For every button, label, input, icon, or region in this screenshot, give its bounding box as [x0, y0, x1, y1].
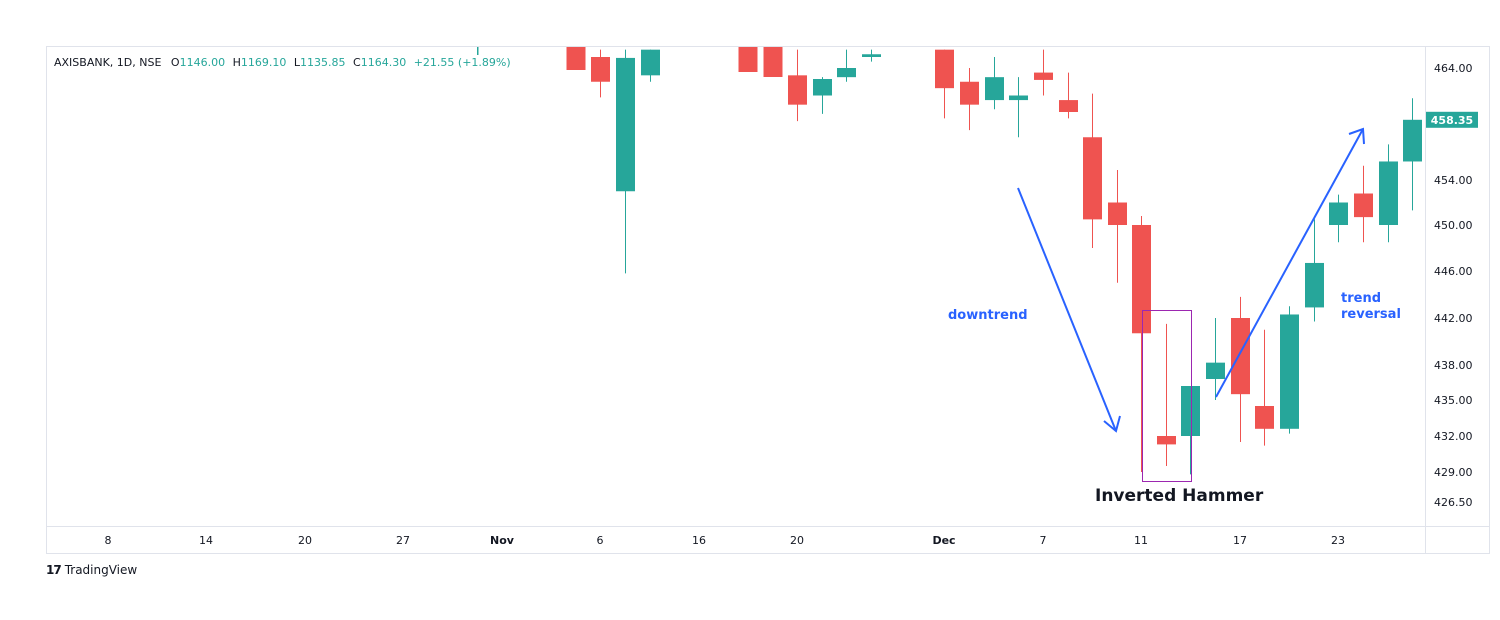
time-tick-label: 6	[597, 534, 604, 547]
downtrend-arrow	[1017, 187, 1117, 432]
trend-reversal-label-line2: reversal	[1341, 307, 1401, 322]
candle-body	[1108, 202, 1127, 225]
candle-body	[1403, 119, 1422, 162]
price-tick-label: 442.00	[1434, 312, 1473, 325]
price-tick-label: 429.00	[1434, 466, 1473, 479]
time-tick-label: 16	[692, 534, 706, 547]
time-tick-label: 14	[199, 534, 213, 547]
candle-body	[1255, 406, 1274, 429]
inverted-hammer-box	[1142, 310, 1192, 482]
candle-body	[862, 54, 881, 57]
time-tick-label: 7	[1040, 534, 1047, 547]
legend-open-label: O	[171, 56, 180, 69]
reversal-arrowhead	[1348, 127, 1365, 145]
candle-body	[1280, 314, 1299, 429]
candle-body	[1305, 262, 1324, 308]
annotations: downtrend trend reversal Inverted Hammer	[948, 127, 1401, 506]
tradingview-brand-name: TradingView	[64, 563, 138, 577]
time-tick-label: 20	[298, 534, 312, 547]
price-tick-label: 426.50	[1434, 496, 1473, 509]
candle-body	[985, 77, 1004, 101]
tradingview-branding[interactable]: 17 TradingView	[46, 563, 137, 577]
downtrend-label: downtrend	[948, 308, 1028, 323]
time-tick-label: Nov	[490, 534, 515, 547]
candle-body	[1009, 95, 1028, 101]
candle-body	[935, 49, 954, 89]
legend-close-label: C	[353, 56, 361, 69]
candle-body	[1329, 202, 1348, 225]
candle-body	[1034, 72, 1053, 80]
plot-frame	[46, 46, 1490, 554]
price-tick-label: 450.00	[1434, 219, 1473, 232]
legend-close-value: 1164.30	[361, 56, 407, 69]
price-tick-label: 432.00	[1434, 430, 1473, 443]
candle-body	[960, 81, 979, 105]
candle-body	[1132, 225, 1151, 334]
time-tick-label: 17	[1233, 534, 1247, 547]
candle-body	[1181, 386, 1200, 436]
candle-body	[1231, 318, 1250, 395]
candle-body	[591, 57, 610, 82]
price-tick-label: 464.00	[1434, 62, 1473, 75]
price-tick-label: 438.00	[1434, 359, 1473, 372]
last-price-label: 458.35	[1431, 114, 1473, 127]
candle-body	[1083, 137, 1102, 220]
candle-body-clipped	[738, 47, 758, 72]
time-tick-label: 8	[105, 534, 112, 547]
last-price-badge: 458.35	[1426, 111, 1478, 128]
reversal-arrow	[1215, 128, 1364, 398]
candle-body	[641, 49, 660, 76]
price-tick-label: 435.00	[1434, 394, 1473, 407]
time-tick-label: Dec	[932, 534, 955, 547]
time-tick-label: 27	[396, 534, 410, 547]
time-tick-label: 11	[1134, 534, 1148, 547]
candle-body-clipped	[566, 47, 586, 70]
chart-legend: AXISBANK, 1D, NSE O1146.00 H1169.10 L113…	[54, 56, 511, 69]
candle-body	[813, 79, 832, 96]
candle-body-clipped	[477, 47, 479, 55]
legend-high-label: H	[233, 56, 241, 69]
candle-body	[1354, 193, 1373, 218]
candle-body	[616, 57, 635, 192]
legend-low-value: 1135.85	[300, 56, 346, 69]
downtrend-arrowhead	[1103, 415, 1121, 433]
tradingview-logo-icon: 17	[46, 563, 62, 577]
candle-body	[788, 75, 807, 105]
price-tick-label: 446.00	[1434, 265, 1473, 278]
candle-body-clipped	[763, 47, 783, 77]
legend-low-label: L	[294, 56, 301, 69]
legend-symbol: AXISBANK, 1D, NSE	[54, 56, 161, 69]
time-tick-label: 20	[790, 534, 804, 547]
legend-open-value: 1146.00	[180, 56, 226, 69]
legend-change: +21.55 (+1.89%)	[414, 56, 511, 69]
time-tick-label: 23	[1331, 534, 1345, 547]
candle-body	[1059, 100, 1078, 112]
candle-body	[1379, 161, 1398, 225]
candle-body	[837, 68, 856, 78]
candle-body	[1157, 436, 1176, 445]
candles-group	[477, 47, 1422, 475]
time-axis: 8 14 20 27 Nov 6 16 20 Dec 7 11 17 23	[105, 534, 1346, 547]
legend-high-value: 1169.10	[241, 56, 287, 69]
candle-body	[1206, 362, 1225, 379]
price-axis: 464.00458.00454.00450.00446.00442.00438.…	[1434, 62, 1473, 509]
trend-reversal-label-line1: trend	[1341, 291, 1381, 306]
price-tick-label: 454.00	[1434, 174, 1473, 187]
inverted-hammer-label: Inverted Hammer	[1095, 486, 1264, 506]
